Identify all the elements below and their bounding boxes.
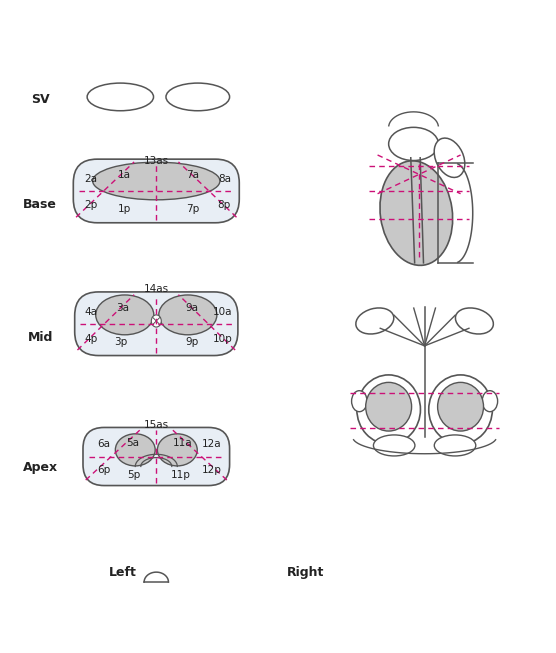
Ellipse shape — [151, 315, 161, 327]
Text: 12a: 12a — [202, 439, 221, 449]
Ellipse shape — [434, 435, 476, 456]
Text: 14as: 14as — [144, 284, 169, 294]
Text: 7p: 7p — [186, 204, 199, 214]
Text: Base: Base — [23, 199, 57, 212]
Text: 2a: 2a — [85, 174, 97, 183]
FancyBboxPatch shape — [73, 159, 239, 223]
Text: 2p: 2p — [85, 200, 98, 210]
Text: 13as: 13as — [144, 156, 169, 166]
Text: 8p: 8p — [218, 200, 231, 210]
Ellipse shape — [389, 127, 439, 161]
Text: Left: Left — [109, 566, 137, 579]
Text: 8a: 8a — [218, 174, 231, 183]
Text: 4p: 4p — [85, 334, 98, 343]
Ellipse shape — [429, 375, 493, 444]
Ellipse shape — [438, 383, 484, 431]
Ellipse shape — [93, 162, 220, 200]
Ellipse shape — [87, 83, 153, 111]
Text: 12p: 12p — [202, 466, 221, 475]
Ellipse shape — [357, 375, 420, 444]
Text: 11p: 11p — [171, 470, 191, 480]
Ellipse shape — [351, 390, 367, 411]
Text: 6a: 6a — [97, 439, 110, 449]
FancyBboxPatch shape — [83, 428, 230, 486]
Text: 9p: 9p — [186, 337, 199, 347]
Ellipse shape — [157, 434, 197, 466]
Text: SV: SV — [31, 93, 49, 106]
Text: 3a: 3a — [117, 303, 130, 313]
Ellipse shape — [374, 435, 415, 456]
Text: 7a: 7a — [186, 170, 198, 180]
Ellipse shape — [159, 295, 217, 335]
Text: 6p: 6p — [97, 466, 110, 475]
Ellipse shape — [455, 308, 493, 334]
Text: Apex: Apex — [23, 461, 58, 474]
Ellipse shape — [356, 308, 394, 334]
Text: 11a: 11a — [173, 438, 193, 448]
Text: Right: Right — [287, 566, 324, 579]
Ellipse shape — [115, 434, 155, 466]
Text: 5p: 5p — [127, 470, 141, 480]
Text: 10p: 10p — [213, 334, 232, 343]
FancyBboxPatch shape — [75, 292, 238, 355]
Ellipse shape — [366, 383, 411, 431]
Text: 4a: 4a — [85, 306, 97, 317]
Text: 15as: 15as — [144, 420, 169, 430]
Text: 9a: 9a — [186, 303, 198, 313]
Text: 3p: 3p — [114, 337, 127, 347]
Text: 10a: 10a — [213, 306, 232, 317]
Text: 1a: 1a — [118, 170, 131, 180]
Ellipse shape — [434, 138, 465, 178]
Ellipse shape — [96, 295, 154, 335]
Ellipse shape — [380, 161, 453, 265]
Text: Mid: Mid — [27, 331, 53, 344]
Text: 5a: 5a — [127, 438, 140, 448]
Ellipse shape — [482, 390, 498, 411]
Ellipse shape — [166, 83, 230, 111]
Text: 1p: 1p — [117, 204, 131, 214]
